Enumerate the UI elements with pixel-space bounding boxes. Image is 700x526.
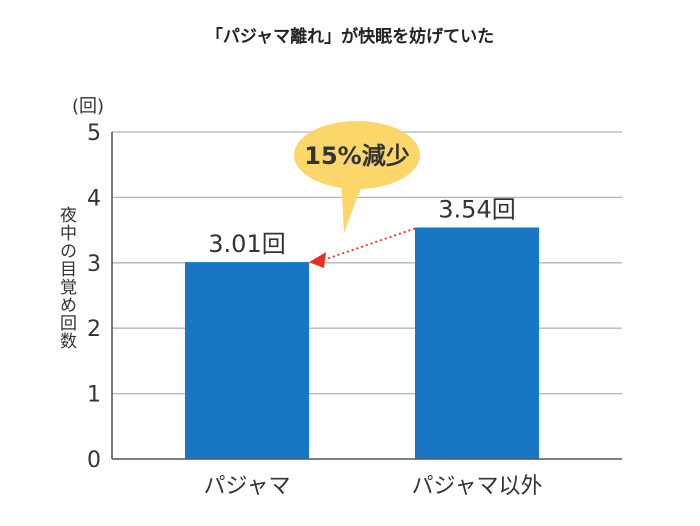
y-unit-label: (回) [72,96,104,117]
y-tick-label: 3 [87,252,101,277]
callout-tail [341,177,365,233]
x-tick-label-1: パジャマ [204,474,291,499]
bar-1 [185,262,309,459]
data-label-2: 3.54回 [438,195,515,223]
y-axis-label: 夜中の目覚め回数 [56,206,77,350]
callout-bubble [294,121,420,189]
annotation-arrow-line [322,227,416,261]
annotation-arrowhead [309,252,326,269]
bar-2 [415,227,539,459]
y-tick-label: 0 [87,448,101,473]
callout-text: 15%減少 [304,142,409,170]
chart-title: 「パジャマ離れ」が快眠を妨げていた [205,27,495,47]
y-tick-label: 2 [87,317,101,342]
bars: 3.01回 3.54回 [185,195,539,459]
annotation: 15%減少 [294,121,420,269]
data-label-1: 3.01回 [208,230,285,258]
y-tick-label: 4 [87,186,101,211]
y-tick-label: 5 [87,121,101,146]
y-tick-label: 1 [87,383,101,408]
x-tick-label-2: パジャマ以外 [412,474,543,499]
